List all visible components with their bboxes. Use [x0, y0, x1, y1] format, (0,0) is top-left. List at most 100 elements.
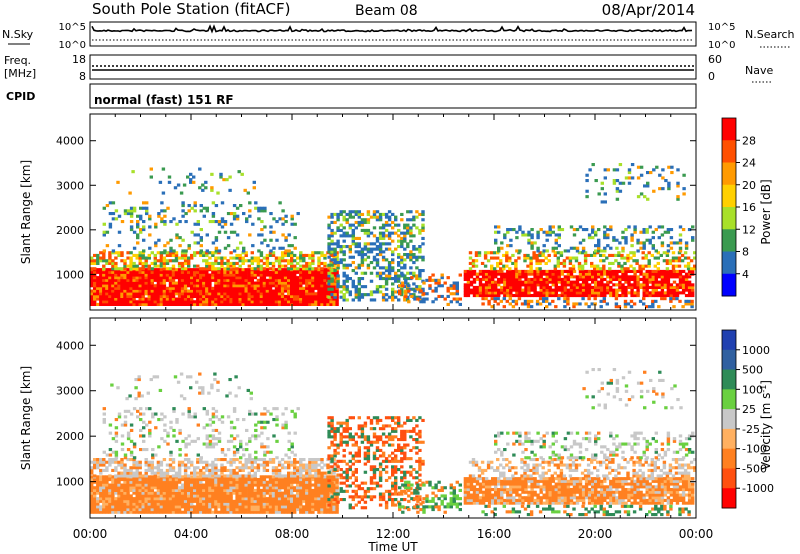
- data-cell: [506, 294, 510, 298]
- data-cell: [226, 286, 230, 290]
- data-cell: [175, 233, 179, 237]
- data-cell: [256, 497, 261, 501]
- data-cell: [102, 286, 106, 290]
- data-cell: [96, 475, 100, 479]
- data-cell: [397, 277, 401, 281]
- data-cell: [320, 300, 324, 304]
- data-cell: [205, 294, 209, 298]
- data-cell: [400, 271, 404, 275]
- data-cell: [391, 226, 395, 230]
- data-cell: [226, 292, 230, 296]
- data-cell: [183, 468, 188, 472]
- data-cell: [193, 478, 197, 482]
- data-cell: [226, 270, 230, 274]
- data-cell: [418, 274, 422, 278]
- data-cell: [280, 491, 285, 495]
- data-cell: [554, 246, 558, 250]
- data-cell: [497, 249, 501, 253]
- data-cell: [196, 480, 200, 484]
- data-cell: [548, 302, 552, 306]
- data-cell: [339, 290, 343, 294]
- data-cell: [193, 302, 197, 306]
- data-cell: [375, 245, 380, 249]
- data-cell: [630, 269, 634, 273]
- data-cell: [196, 486, 200, 490]
- data-cell: [187, 491, 191, 495]
- data-cell: [193, 284, 197, 288]
- beam-label: Beam 08: [355, 3, 418, 19]
- data-cell: [208, 483, 212, 487]
- data-cell: [171, 466, 176, 470]
- data-cell: [416, 297, 420, 301]
- data-cell: [129, 474, 133, 478]
- data-cell: [171, 302, 176, 306]
- data-cell: [665, 253, 670, 257]
- data-cell: [496, 261, 500, 265]
- data-cell: [548, 269, 552, 273]
- data-cell: [242, 212, 246, 216]
- data-cell: [217, 261, 221, 265]
- data-cell: [403, 226, 407, 230]
- data-cell: [132, 206, 137, 210]
- data-cell: [171, 510, 176, 514]
- data-cell: [162, 297, 167, 301]
- nsky-top-tick: 10^5: [59, 22, 86, 33]
- data-cell: [280, 502, 285, 506]
- data-cell: [693, 267, 697, 271]
- data-cell: [147, 276, 151, 280]
- data-cell: [566, 283, 571, 287]
- data-cell: [226, 494, 230, 498]
- data-cell: [214, 510, 218, 514]
- data-cell: [554, 291, 558, 295]
- data-cell: [150, 471, 154, 475]
- data-cell: [142, 206, 146, 210]
- data-cell: [305, 297, 309, 301]
- data-cell: [308, 276, 312, 280]
- data-cell: [153, 491, 157, 495]
- data-cell: [409, 253, 413, 257]
- data-cell: [250, 273, 254, 277]
- data-cell: [290, 251, 294, 255]
- data-cell: [250, 483, 254, 487]
- data-cell: [259, 480, 264, 484]
- data-cell: [253, 273, 257, 277]
- data-cell: [159, 480, 164, 484]
- data-cell: [299, 253, 303, 257]
- data-cell: [232, 302, 236, 306]
- data-cell: [542, 285, 546, 289]
- data-cell: [180, 463, 185, 467]
- data-cell: [305, 300, 309, 304]
- data-cell: [202, 273, 206, 277]
- data-cell: [142, 238, 146, 242]
- data-cell: [202, 278, 206, 282]
- data-cell: [332, 286, 336, 290]
- data-cell: [566, 272, 571, 276]
- data-cell: [147, 499, 151, 503]
- data-cell: [583, 251, 588, 255]
- data-cell: [509, 277, 513, 281]
- data-cell: [317, 488, 321, 492]
- data-cell: [612, 288, 616, 292]
- data-cell: [93, 510, 97, 514]
- data-cell: [251, 244, 255, 248]
- data-cell: [283, 286, 288, 290]
- data-cell: [590, 264, 594, 268]
- data-cell: [535, 256, 539, 260]
- data-cell: [268, 289, 273, 293]
- data-cell: [532, 256, 536, 260]
- data-cell: [678, 238, 683, 242]
- data-cell: [478, 283, 483, 287]
- data-cell: [162, 508, 167, 512]
- data-cell: [421, 226, 425, 230]
- data-cell: [308, 494, 312, 498]
- data-cell: [177, 471, 182, 475]
- data-cell: [413, 297, 417, 301]
- data-cell: [293, 294, 297, 298]
- data-cell: [655, 165, 659, 169]
- data-cell: [183, 256, 188, 260]
- data-cell: [96, 268, 100, 272]
- data-cell: [156, 502, 161, 506]
- data-cell: [171, 480, 176, 484]
- data-cell: [651, 246, 655, 250]
- data-cell: [387, 269, 392, 273]
